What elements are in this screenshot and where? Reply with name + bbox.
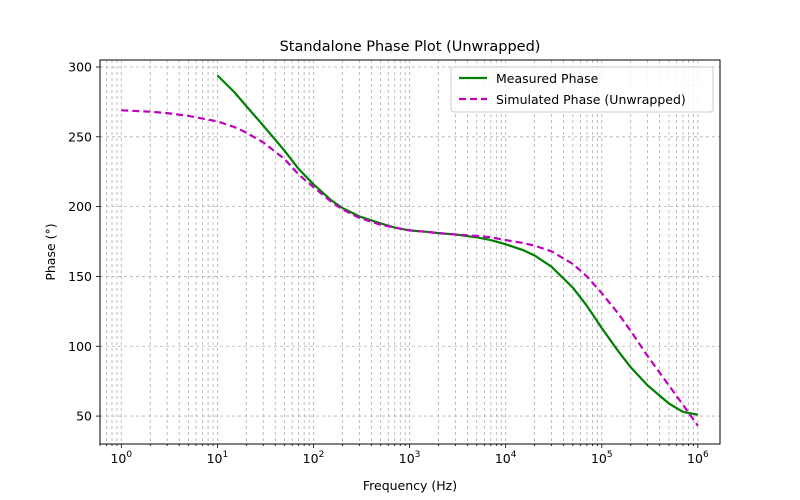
- y-tick-label: 250: [68, 129, 92, 144]
- chart-title: Standalone Phase Plot (Unwrapped): [280, 39, 541, 55]
- legend-frame: [450, 66, 714, 113]
- y-tick-label: 150: [68, 269, 92, 284]
- x-tick-label: 106: [687, 450, 709, 466]
- y-axis-label: Phase (°): [43, 223, 58, 280]
- series-lines: [121, 74, 699, 427]
- measured-phase-line: [216, 74, 699, 416]
- x-tick-label: 100: [110, 450, 132, 466]
- x-tick-label: 102: [303, 450, 325, 466]
- simulated-phase-line: [121, 109, 699, 427]
- legend-label-simulated: Simulated Phase (Unwrapped): [496, 92, 686, 107]
- axis-ticks: 50 100 150 200 250 300 100 101 102 103 104 105 106: [68, 59, 709, 466]
- legend-label-measured: Measured Phase: [496, 71, 599, 86]
- legend: Measured Phase Simulated Phase (Unwrappe…: [450, 66, 714, 113]
- y-tick-label: 50: [76, 409, 92, 424]
- grid: [99, 60, 720, 444]
- y-tick-label: 200: [68, 199, 92, 214]
- x-axis-label: Frequency (Hz): [363, 478, 457, 493]
- x-tick-label: 104: [495, 450, 517, 466]
- y-tick-label: 100: [68, 339, 92, 354]
- x-tick-label: 103: [399, 450, 421, 466]
- y-tick-label: 300: [68, 59, 92, 74]
- plot-frame: [99, 59, 721, 445]
- x-tick-label: 101: [207, 450, 229, 466]
- x-tick-label: 105: [591, 450, 613, 466]
